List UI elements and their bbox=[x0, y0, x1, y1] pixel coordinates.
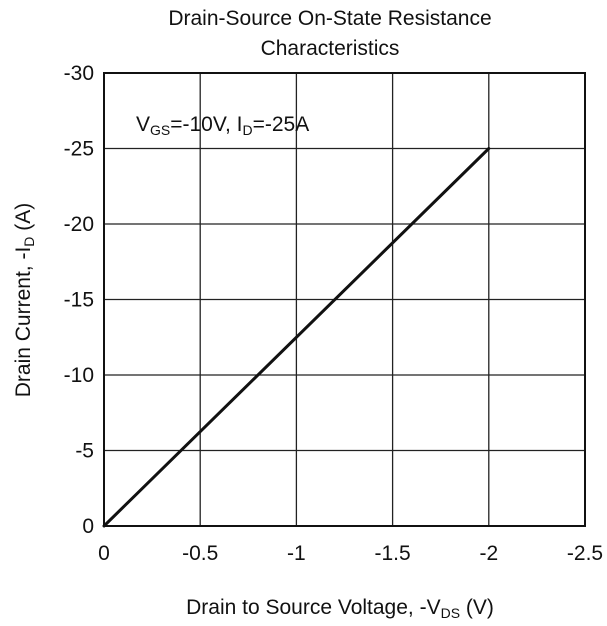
x-tick-label-5: -2.5 bbox=[567, 542, 603, 565]
annotation-v-subscript: GS bbox=[150, 122, 170, 138]
annotation-v: V bbox=[136, 113, 150, 136]
x-axis-label-unit: (V) bbox=[460, 596, 494, 619]
annotation-v-rest: =-10V, I bbox=[170, 113, 242, 136]
chart-title-line2: Characteristics bbox=[261, 37, 400, 60]
y-tick-label-5: -25 bbox=[64, 138, 94, 161]
chart-title-line1: Drain-Source On-State Resistance bbox=[168, 7, 491, 30]
y-axis-label-unit: (A) bbox=[12, 203, 35, 237]
x-tick-label-0: 0 bbox=[98, 542, 110, 565]
x-tick-label-3: -1.5 bbox=[375, 542, 411, 565]
y-tick-label-3: -15 bbox=[64, 289, 94, 312]
plot-border bbox=[103, 72, 586, 527]
x-axis-ticks: 0 -0.5 -1 -1.5 -2 -2.5 bbox=[98, 542, 603, 565]
y-tick-label-4: -20 bbox=[64, 213, 94, 236]
annotation-i-subscript: D bbox=[242, 122, 252, 138]
y-axis-label-subscript: D bbox=[21, 237, 37, 247]
series-group bbox=[102, 147, 491, 528]
annotation-i-rest: =-25A bbox=[253, 113, 310, 136]
y-axis-label-main: Drain Current, -I bbox=[12, 247, 35, 398]
y-tick-label-0: 0 bbox=[82, 515, 94, 538]
y-tick-label-1: -5 bbox=[75, 440, 94, 463]
x-axis-label: Drain to Source Voltage, -VDS (V) bbox=[186, 596, 494, 621]
condition-annotation: VGS=-10V, ID=-25A bbox=[136, 113, 309, 138]
x-axis-label-main: Drain to Source Voltage, -V bbox=[186, 596, 440, 619]
series-line-0 bbox=[102, 147, 491, 528]
y-tick-label-6: -30 bbox=[64, 62, 94, 85]
x-axis-label-subscript: DS bbox=[441, 605, 460, 621]
plot-frame bbox=[103, 72, 586, 527]
x-tick-label-1: -0.5 bbox=[182, 542, 218, 565]
y-tick-label-2: -10 bbox=[64, 364, 94, 387]
x-tick-label-2: -1 bbox=[287, 542, 306, 565]
x-tick-label-4: -2 bbox=[479, 542, 498, 565]
y-axis-ticks: 0 -5 -10 -15 -20 -25 -30 bbox=[64, 62, 94, 538]
y-axis-label: Drain Current, -ID (A) bbox=[12, 203, 37, 398]
grid bbox=[103, 72, 586, 527]
